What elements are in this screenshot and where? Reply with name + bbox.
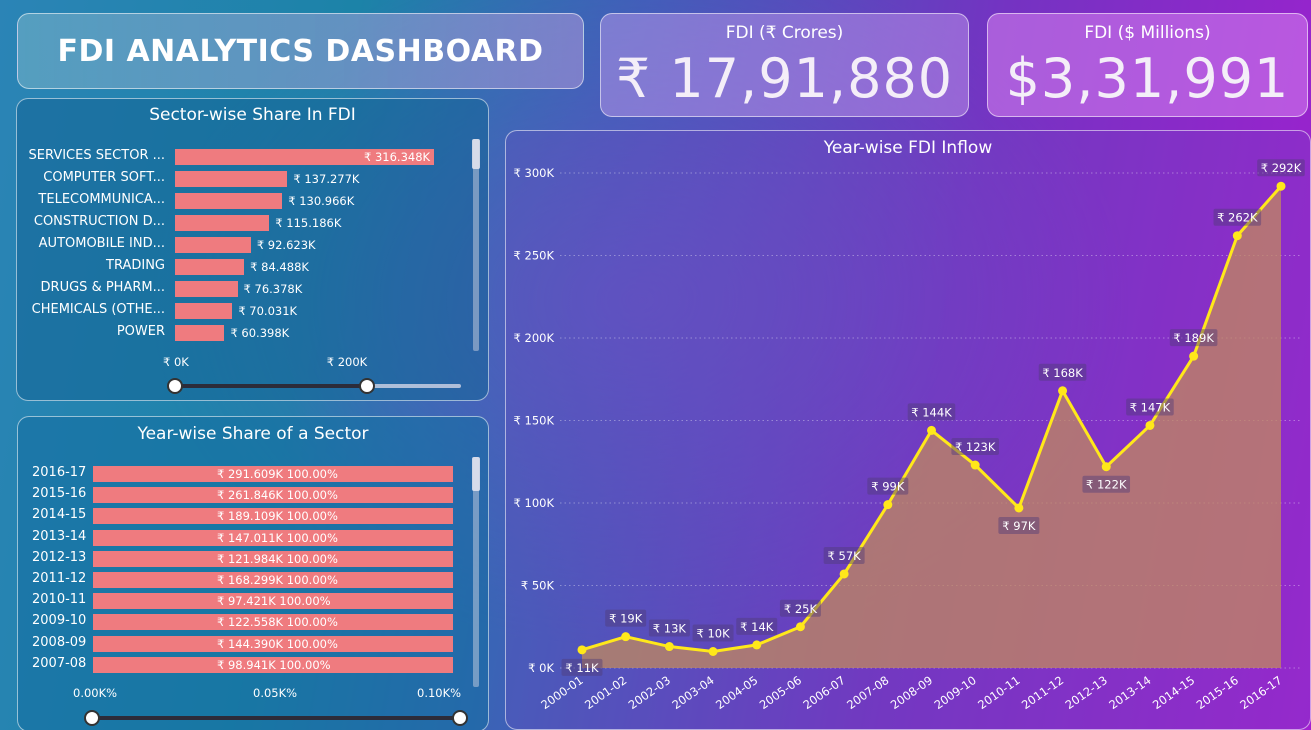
year-share-bar-label: 2011-12 (32, 571, 87, 586)
year-share-bar-label: 2007-08 (32, 655, 87, 671)
year-share-bar[interactable] (93, 487, 453, 504)
year-share-x-tick-label: 0.00K% (73, 686, 118, 700)
year-share-x-tick-label: 0.10K% (417, 686, 462, 700)
sector-bar-label: CONSTRUCTION D... (33, 214, 165, 229)
year-share-bar[interactable] (93, 593, 453, 610)
year-share-panel: Year-wise Share of a Sector 2016-17 ₹ 291… (17, 416, 489, 730)
year-share-bar-value-label: ₹ 122.558K 100.00% (217, 615, 338, 630)
year-share-bar[interactable] (93, 572, 453, 588)
sector-bar[interactable] (175, 325, 225, 341)
sector-bar-label: DRUGS & PHARM... (40, 280, 165, 295)
year-share-bar-value-label: ₹ 121.984K 100.00% (217, 551, 338, 566)
year-share-bar[interactable] (93, 508, 453, 525)
year-share-bar[interactable] (93, 656, 453, 673)
year-share-bar-value-label: ₹ 189.109K 100.00% (217, 509, 338, 524)
year-share-bar[interactable] (93, 614, 453, 631)
year-share-bar-label: 2012-13 (32, 549, 87, 565)
sector-range-slider-track[interactable] (369, 384, 461, 388)
sector-bar-value-label: ₹ 60.398K (230, 326, 290, 340)
sector-chart-title: Sector-wise Share In FDI (149, 105, 356, 125)
year-share-bar-value-label: ₹ 98.941K 100.00% (217, 657, 331, 672)
year-share-bar-label: 2014-15 (32, 507, 87, 523)
sector-range-slider-selected[interactable] (175, 384, 369, 388)
sector-bar-value-label: ₹ 92.623K (256, 238, 316, 252)
sector-bar-label: TELECOMMUNICA... (38, 192, 165, 207)
sector-bar[interactable] (175, 193, 283, 209)
sector-scrollbar-thumb[interactable] (472, 139, 480, 169)
year-share-x-tick-label: 0.05K% (253, 686, 298, 700)
year-share-bar-label: 2016-17 (32, 465, 87, 480)
sector-bar[interactable] (175, 259, 245, 275)
year-share-bar-label: 2013-14 (32, 528, 87, 544)
sector-bar-label: TRADING (106, 258, 165, 273)
year-share-scrollbar-thumb[interactable] (472, 457, 480, 491)
year-share-bar-value-label: ₹ 291.609K 100.00% (217, 467, 338, 481)
inflow-chart-title: Year-wise FDI Inflow (823, 138, 993, 158)
yearwise-inflow-panel: Year-wise FDI Inflow (505, 130, 1311, 730)
sector-scrollbar[interactable] (473, 139, 479, 351)
year-share-bar-value-label: ₹ 97.421K 100.00% (217, 594, 331, 609)
sector-bar-label: CHEMICALS (OTHE... (31, 302, 165, 317)
dashboard-title-card: FDI ANALYTICS DASHBOARD (17, 13, 584, 89)
dashboard-title: FDI ANALYTICS DASHBOARD (57, 33, 544, 69)
kpi-usd-value: $3,31,991 (1005, 47, 1290, 110)
kpi-card-usd: FDI ($ Millions) $3,31,991 (987, 13, 1308, 117)
sector-bar-label: COMPUTER SOFT... (43, 170, 165, 185)
sector-bar-value-label: ₹ 115.186K (275, 216, 342, 230)
year-share-bar[interactable] (93, 550, 453, 567)
year-share-range-slider[interactable] (92, 716, 460, 720)
year-share-bar-label: 2008-09 (32, 634, 87, 650)
sector-bar-value-label: ₹ 130.966K (288, 194, 355, 208)
sector-bar-value-label: ₹ 84.488K (250, 260, 309, 274)
year-share-bar-value-label: ₹ 168.299K 100.00% (217, 573, 338, 587)
sector-bar[interactable] (175, 149, 434, 165)
sector-bar-label: SERVICES SECTOR ... (28, 148, 165, 163)
sector-bar-value-label: ₹ 137.277K (293, 172, 360, 186)
sector-bar[interactable] (175, 281, 238, 297)
kpi-usd-label: FDI ($ Millions) (1084, 23, 1211, 43)
sector-bar-label: POWER (116, 324, 165, 339)
sector-bar[interactable] (175, 237, 251, 253)
year-share-range-max-handle[interactable] (452, 710, 468, 726)
sector-x-tick-label: ₹ 200K (326, 355, 368, 369)
year-share-bar-label: 2015-16 (32, 486, 87, 502)
kpi-card-inr: FDI (₹ Crores) ₹ 17,91,880 (600, 13, 969, 117)
year-share-bar[interactable] (93, 529, 453, 546)
sector-bar[interactable] (175, 171, 288, 187)
year-share-bar-value-label: ₹ 147.011K 100.00% (217, 530, 338, 545)
year-share-range-min-handle[interactable] (84, 710, 100, 726)
sector-range-min-handle[interactable] (167, 378, 183, 394)
year-share-bar[interactable] (93, 466, 453, 482)
year-share-chart-title: Year-wise Share of a Sector (137, 424, 369, 444)
sector-share-panel: Sector-wise Share In FDI SERVICES SECTOR… (16, 98, 489, 401)
sector-x-tick-label: ₹ 0K (163, 355, 189, 369)
sector-bar-value-label: ₹ 76.378K (243, 282, 303, 296)
year-share-bar-label: 2010-11 (32, 592, 87, 608)
sector-bar[interactable] (175, 303, 233, 319)
year-share-bar-label: 2009-10 (32, 613, 87, 629)
kpi-inr-value: ₹ 17,91,880 (615, 47, 954, 110)
year-share-bar[interactable] (93, 635, 453, 652)
sector-bar-label: AUTOMOBILE IND... (38, 236, 165, 251)
year-share-bar-value-label: ₹ 261.846K 100.00% (217, 488, 338, 503)
sector-bar-value-label: ₹ 70.031K (238, 304, 298, 318)
sector-bar-value-label: ₹ 316.348K (364, 150, 431, 164)
sector-range-max-handle[interactable] (359, 378, 375, 394)
kpi-inr-label: FDI (₹ Crores) (725, 23, 844, 43)
sector-bar[interactable] (175, 215, 270, 231)
year-share-scrollbar[interactable] (473, 457, 479, 687)
year-share-bar-value-label: ₹ 144.390K 100.00% (217, 636, 338, 651)
